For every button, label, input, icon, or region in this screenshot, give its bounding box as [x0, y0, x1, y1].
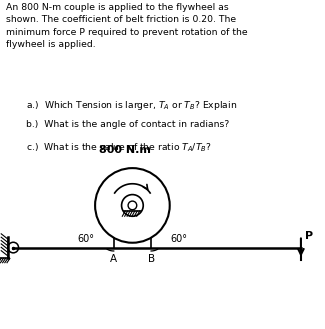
- Text: B: B: [148, 254, 155, 264]
- Text: 800 N.m: 800 N.m: [99, 145, 151, 155]
- Text: c.)  What is the value of the ratio $T_A$/$T_B$?: c.) What is the value of the ratio $T_A$…: [26, 141, 212, 154]
- Text: 60°: 60°: [170, 234, 187, 244]
- Text: a.)  Which Tension is larger, $T_A$ or $T_B$? Explain: a.) Which Tension is larger, $T_A$ or $T…: [26, 99, 237, 112]
- Text: 60°: 60°: [77, 234, 94, 244]
- Text: An 800 N-m couple is applied to the flywheel as
shown. The coefficient of belt f: An 800 N-m couple is applied to the flyw…: [6, 3, 248, 49]
- Text: b.)  What is the angle of contact in radians?: b.) What is the angle of contact in radi…: [26, 120, 229, 129]
- Text: A: A: [110, 254, 117, 264]
- Text: P: P: [305, 231, 313, 240]
